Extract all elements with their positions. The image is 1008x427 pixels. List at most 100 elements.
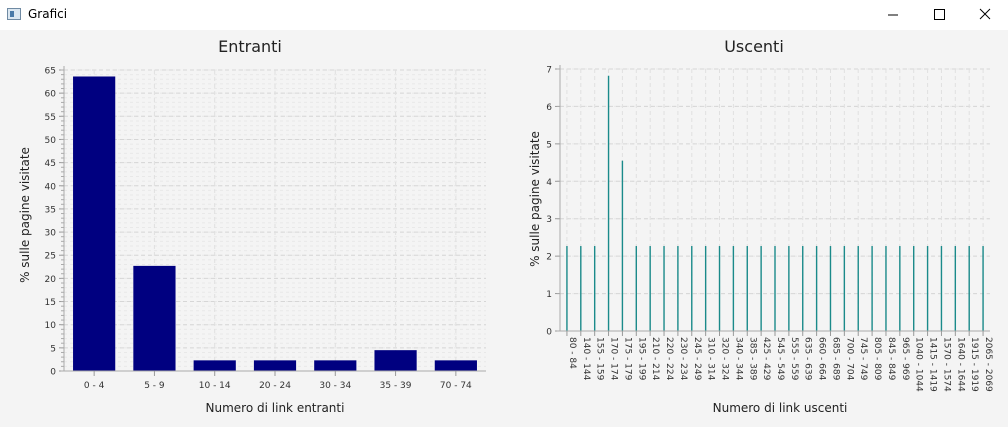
bar [760,246,762,331]
bar [788,246,790,331]
chart-title: Uscenti [724,37,784,56]
y-tick-label: 25 [45,252,56,262]
x-tick-label: 5 - 9 [144,381,165,391]
x-tick-label: 545 - 549 [775,337,785,381]
close-icon [979,8,991,20]
y-tick-label: 3 [546,215,552,225]
x-tick-label: 685 - 689 [830,337,840,381]
x-tick-label: 20 - 24 [259,381,291,391]
x-axis-label: Numero di link uscenti [712,401,848,415]
x-tick-label: 30 - 34 [319,381,351,391]
maximize-button[interactable] [916,0,962,30]
bar [774,246,776,331]
bar [593,246,596,331]
bar [663,246,665,331]
bar [704,246,707,331]
minimize-button[interactable] [870,0,916,30]
y-tick-label: 0 [50,368,56,378]
bar [968,246,970,331]
x-tick-label: 965 - 969 [900,337,910,381]
bar [885,246,887,331]
y-tick-label: 45 [45,159,56,169]
maximize-icon [934,9,945,20]
x-tick-label: 340 - 344 [733,337,743,381]
bar [635,246,637,331]
x-tick-label: 385 - 389 [747,337,757,381]
x-tick-label: 1570 - 1574 [941,337,951,392]
y-tick-label: 10 [45,321,57,331]
bar [193,360,236,371]
bar [691,246,693,331]
bar [649,246,651,331]
bar [314,360,357,371]
y-axis-label: % sulle pagine visitate [18,147,32,283]
chart-title: Entranti [218,37,282,56]
x-tick-label: 805 - 809 [872,337,882,381]
x-tick-label: 35 - 39 [380,381,412,391]
bar [374,350,417,371]
y-tick-label: 5 [50,344,56,354]
bar [580,246,582,331]
x-tick-label: 660 - 664 [817,337,827,381]
x-tick-label: 425 - 429 [761,337,771,381]
x-tick-label: 2065 - 2069 [983,337,993,392]
y-tick-label: 15 [45,298,56,308]
x-tick-label: 0 - 4 [84,381,105,391]
y-tick-label: 0 [546,328,552,338]
x-tick-label: 555 - 559 [789,337,799,381]
x-tick-label: 320 - 324 [720,337,730,381]
bar [913,246,915,331]
bar [843,246,846,331]
bar [829,246,832,331]
bar [677,246,679,331]
bar [940,246,943,331]
window-title: Grafici [28,7,68,21]
x-tick-label: 10 - 14 [199,381,231,391]
bar [802,246,804,331]
x-tick-label: 635 - 639 [803,337,813,381]
bar [982,246,984,331]
x-tick-label: 745 - 749 [858,337,868,381]
x-tick-label: 310 - 314 [706,337,716,381]
bar [954,246,957,331]
x-tick-label: 210 - 214 [650,337,660,381]
x-tick-label: 230 - 234 [678,337,688,381]
y-tick-label: 55 [45,113,56,123]
chart-plot-uscenti: 0 1 2 3 4 5 6 7 80 - 84 140 - 144 155 - 159 170 - 1… [546,65,993,392]
close-button[interactable] [962,0,1008,30]
x-tick-label: 1415 - 1419 [928,337,938,392]
bar [899,246,901,331]
bar [133,265,176,371]
y-tick-label: 6 [546,103,552,113]
x-tick-label: 1915 - 1919 [969,337,979,392]
title-bar: Grafici [0,0,1008,30]
x-tick-label: 1040 - 1044 [914,337,924,392]
bar [926,246,929,331]
y-tick-label: 65 [45,67,56,77]
y-tick-label: 35 [45,205,56,215]
y-tick-label: 7 [546,66,552,76]
x-tick-label: 195 - 199 [636,337,646,381]
x-tick-label: 80 - 84 [567,337,577,369]
bar [607,75,610,331]
x-tick-label: 170 - 174 [609,337,619,381]
y-tick-label: 4 [546,178,552,188]
x-tick-label: 70 - 74 [440,381,472,391]
bar [815,246,818,331]
bar [857,246,859,331]
chart-uscenti: Uscenti 0 1 2 3 4 5 6 7 80 - 84 140 - 144 155 - 15… [500,30,1008,427]
y-tick-label: 50 [45,136,57,146]
x-tick-label: 1640 - 1644 [955,337,965,392]
y-tick-label: 20 [45,275,57,285]
y-tick-label: 60 [45,90,57,100]
chart-plot-entranti: 0 5 10 15 20 25 30 35 40 45 50 55 60 65 0 - 4 5 - 9 10 -… [45,66,486,391]
x-axis-label: Numero di link entranti [205,401,345,415]
x-tick-label: 700 - 704 [844,337,854,381]
y-axis-label: % sulle pagine visitate [528,131,542,267]
bar [621,160,624,331]
bar [73,76,116,371]
y-tick-label: 2 [546,253,552,263]
bar [566,246,568,331]
chart-entranti: Entranti 0 5 10 15 20 25 30 35 40 45 50 55 60 65 0 - 4… [0,30,500,427]
app-icon [7,8,21,20]
